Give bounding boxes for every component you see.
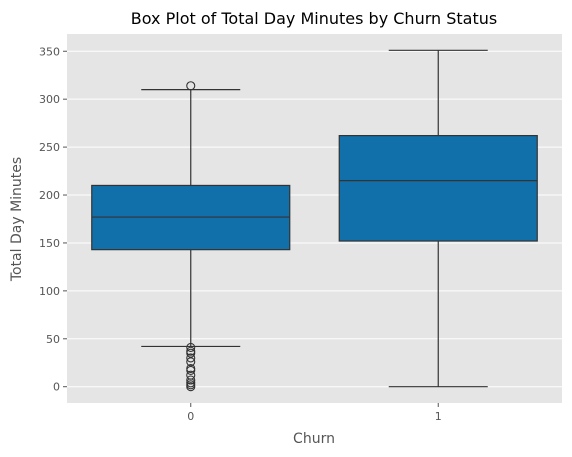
y-tick-label: 300	[39, 93, 60, 106]
outlier-point	[186, 81, 196, 91]
y-axis-label: Total Day Minutes	[9, 157, 25, 282]
outlier-point	[186, 382, 196, 392]
y-axis-ticks: 0 50 100 150 200 250 300 350	[39, 45, 67, 394]
y-tick-label: 50	[46, 333, 60, 346]
outlier-point	[186, 342, 196, 352]
chart-title: Box Plot of Total Day Minutes by Churn S…	[131, 9, 497, 28]
boxes	[91, 49, 538, 392]
y-tick-label: 350	[39, 45, 60, 58]
outlier-point	[186, 348, 196, 358]
y-tick-label: 100	[39, 285, 60, 298]
x-tick-label: 1	[435, 410, 442, 423]
x-axis-label: Churn	[293, 431, 335, 447]
y-tick-label: 250	[39, 141, 60, 154]
outlier-point	[186, 353, 196, 363]
x-tick-label: 0	[187, 410, 194, 423]
box-iqr	[338, 134, 538, 242]
y-tick-label: 150	[39, 237, 60, 250]
outlier-point	[186, 365, 196, 375]
y-tick-label: 0	[53, 381, 60, 394]
y-tick-label: 200	[39, 189, 60, 202]
outlier-point	[186, 357, 196, 367]
outlier-point	[186, 375, 196, 385]
